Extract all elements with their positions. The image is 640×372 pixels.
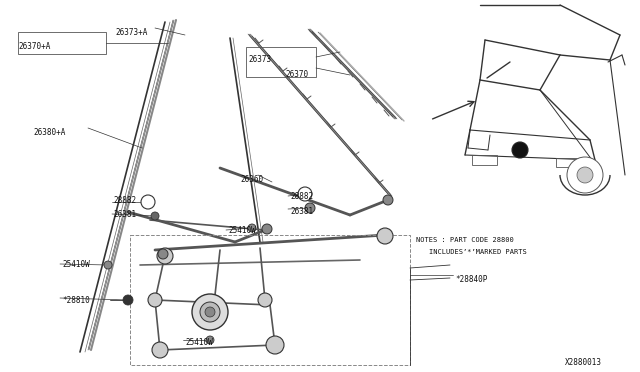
Text: 25410W: 25410W [62,260,90,269]
Circle shape [383,195,393,205]
Text: 26381: 26381 [290,207,313,216]
Text: *28810: *28810 [62,296,90,305]
Circle shape [158,249,168,259]
Circle shape [206,336,214,344]
Circle shape [298,187,312,201]
Text: 26370+A: 26370+A [18,42,51,51]
Text: 25410W: 25410W [228,226,256,235]
Circle shape [192,294,228,330]
Circle shape [151,212,159,220]
Text: 26380+A: 26380+A [33,128,65,137]
Circle shape [567,157,603,193]
Circle shape [152,342,168,358]
Circle shape [266,336,284,354]
Text: 26381: 26381 [113,210,136,219]
Circle shape [141,195,155,209]
Circle shape [377,228,393,244]
Text: 28882: 28882 [290,192,313,201]
Bar [472,155,497,165]
Circle shape [104,261,112,269]
Circle shape [262,224,272,234]
Bar [130,235,410,365]
Circle shape [512,142,528,158]
Bar [556,158,578,167]
Circle shape [200,302,220,322]
Text: 26373+A: 26373+A [115,28,147,37]
Text: 26360: 26360 [240,175,263,184]
Circle shape [157,248,173,264]
Bar [18,32,106,54]
Text: 26373: 26373 [248,55,271,64]
Circle shape [577,167,593,183]
Circle shape [148,293,162,307]
Text: NOTES : PART CODE 28800: NOTES : PART CODE 28800 [416,237,514,243]
Circle shape [248,224,256,232]
Text: INCLUDES’*’MARKED PARTS: INCLUDES’*’MARKED PARTS [429,249,527,255]
Text: *28840P: *28840P [455,275,488,284]
Text: 26370: 26370 [285,70,308,79]
Bar [246,47,316,77]
Circle shape [205,307,215,317]
Text: 28882: 28882 [113,196,136,205]
Text: 25410W: 25410W [185,338,212,347]
Circle shape [305,203,315,213]
Text: X2880013: X2880013 [565,358,602,367]
Circle shape [123,295,133,305]
Circle shape [258,293,272,307]
